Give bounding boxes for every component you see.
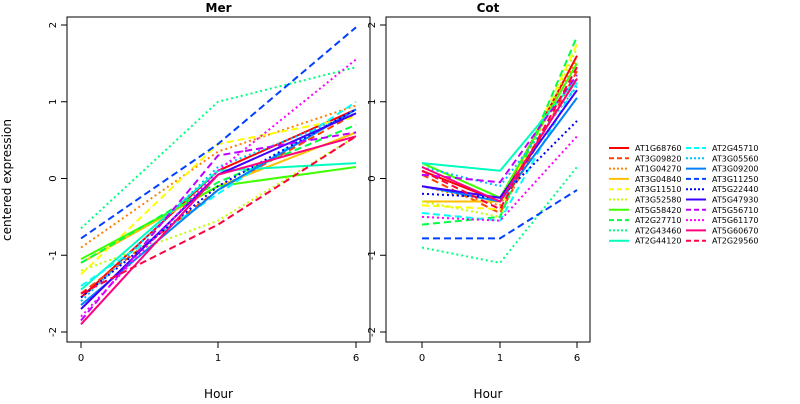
legend-label: AT5G56710 <box>712 206 758 215</box>
x-tick-label: 6 <box>353 353 359 364</box>
y-tick-label: -1 <box>367 250 378 260</box>
legend-label: AT5G47930 <box>712 196 758 205</box>
y-tick-label: 1 <box>367 99 378 105</box>
series-line-at3g04840 <box>80 131 357 264</box>
series-group <box>421 36 578 264</box>
legend-label: AT5G60670 <box>712 226 758 235</box>
y-tick-label: 0 <box>48 175 59 181</box>
legend-label: AT2G45710 <box>712 144 758 153</box>
panel-title: Mer <box>206 1 232 15</box>
series-line-at3g11250 <box>422 189 578 240</box>
panel-cot: Cot -2 -1 0 1 2 0 1 6 Hour <box>367 1 591 401</box>
plot-frame <box>385 16 591 343</box>
series-line-at2g27710 <box>80 123 357 264</box>
y-tick-label: 1 <box>48 99 59 105</box>
y-tick-label: 0 <box>367 175 378 181</box>
x-tick-label: 0 <box>419 353 425 364</box>
legend-label: AT5G22440 <box>712 185 758 194</box>
y-tick-label: -2 <box>48 327 59 337</box>
panels: Mer -2 -1 0 1 2 0 1 6 Hour Cot -2 -1 0 1 2 0 1 6 Hour <box>48 1 591 401</box>
legend-label: AT5G58420 <box>635 206 681 215</box>
x-tick-label: 0 <box>78 353 84 364</box>
x-tick-label: 1 <box>215 353 221 364</box>
legend-label: AT3G52580 <box>635 196 681 205</box>
series-line-at5g56710 <box>80 131 357 322</box>
legend-label: AT3G04840 <box>635 175 681 184</box>
series-line-at1g04270 <box>421 59 578 207</box>
legend-label: AT3G09200 <box>712 165 758 174</box>
y-axis-label: centered expression <box>0 119 14 241</box>
legend-label: AT3G11250 <box>712 175 758 184</box>
series-line-at5g56710 <box>421 74 578 184</box>
x-tick-label: 6 <box>574 353 580 364</box>
legend-label: AT3G05560 <box>712 154 758 163</box>
series-line-at3g05560 <box>80 112 357 303</box>
series-line-at1g04270 <box>80 104 357 249</box>
series-line-at5g61170 <box>80 58 357 318</box>
series-line-at5g58420 <box>80 166 357 260</box>
series-line-at2g45710 <box>421 82 578 222</box>
series-group <box>80 26 357 325</box>
legend-label: AT3G11510 <box>635 185 681 194</box>
legend-label: AT5G61170 <box>712 216 758 225</box>
series-line-at2g43460 <box>421 166 578 264</box>
series-line-at5g47930 <box>421 89 578 199</box>
series-line-at2g43460 <box>80 66 357 230</box>
legend-label: AT3G09820 <box>635 154 681 163</box>
series-line-at3g09820 <box>421 70 578 214</box>
y-tick-label: -2 <box>367 327 378 337</box>
x-axis-label: Hour <box>474 387 503 400</box>
series-line-at3g11510 <box>80 116 357 276</box>
legend: AT1G68760AT3G09820AT1G04270AT3G04840AT3G… <box>609 144 758 246</box>
series-line-at5g61170 <box>421 135 578 222</box>
y-tick-label: 2 <box>48 22 59 28</box>
legend-label: AT1G68760 <box>635 144 681 153</box>
legend-label: AT2G44120 <box>635 237 681 246</box>
series-line-at3g52580 <box>421 47 578 218</box>
series-line-at5g22440 <box>421 120 578 199</box>
series-line-at3g11250 <box>80 26 357 240</box>
plot-frame <box>66 16 371 343</box>
series-line-at3g05560 <box>421 85 578 188</box>
legend-label: AT2G27710 <box>635 216 681 225</box>
series-line-at3g11510 <box>421 43 578 211</box>
series-line-at3g09820 <box>80 112 357 295</box>
legend-label: AT2G43460 <box>635 226 681 235</box>
series-line-at2g45710 <box>80 100 357 287</box>
legend-label: AT1G04270 <box>635 165 681 174</box>
y-tick-label: 2 <box>367 22 378 28</box>
series-line-at2g27710 <box>421 36 578 226</box>
series-line-at5g60670 <box>80 135 357 325</box>
series-line-at5g22440 <box>80 108 357 299</box>
panel-title: Cot <box>477 1 500 15</box>
legend-label: AT2G29560 <box>712 237 758 246</box>
series-line-at5g60670 <box>421 78 578 203</box>
series-line-at2g29560 <box>421 66 578 211</box>
x-tick-label: 1 <box>497 353 503 364</box>
x-axis-label: Hour <box>204 387 233 400</box>
panel-mer: Mer -2 -1 0 1 2 0 1 6 Hour <box>48 1 371 401</box>
series-line-at3g52580 <box>80 135 357 272</box>
y-tick-label: -1 <box>48 250 59 260</box>
